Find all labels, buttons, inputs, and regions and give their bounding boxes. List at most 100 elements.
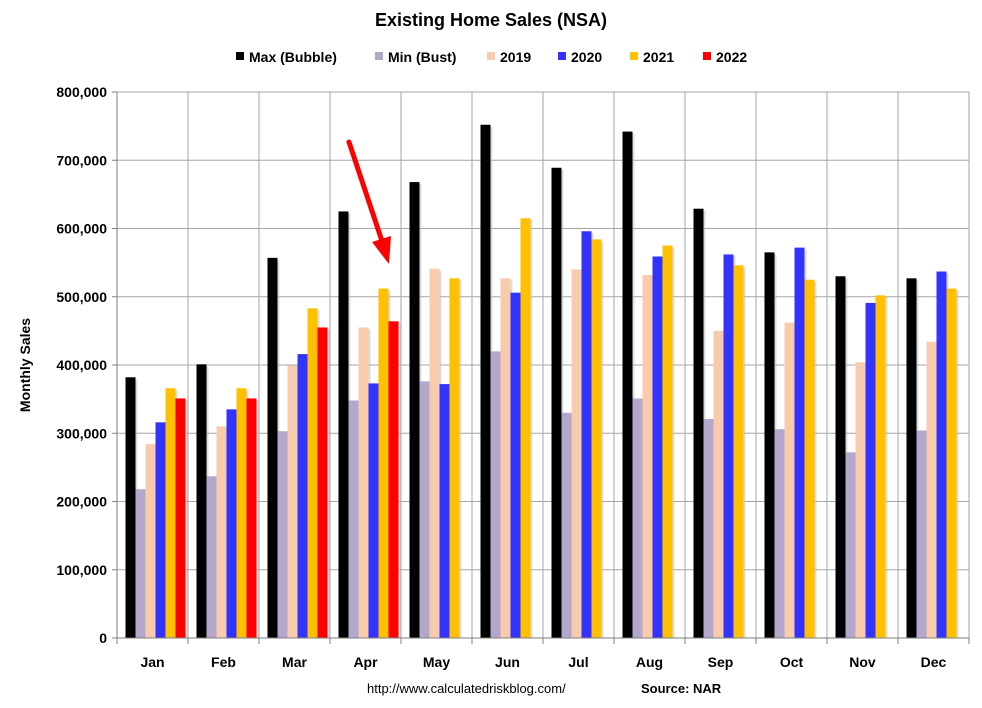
bar-jan-2021 (165, 388, 176, 638)
bar-jun-2021 (520, 218, 531, 638)
bar-feb-max-bubble- (196, 364, 207, 638)
legend-label: 2020 (571, 49, 602, 65)
bar-oct-2020 (794, 247, 805, 639)
y-tick-label: 500,000 (56, 289, 107, 305)
bar-jul-2019 (571, 269, 582, 638)
bar-aug-2019 (642, 274, 653, 638)
bar-feb-2021 (236, 388, 247, 638)
bar-jun-2020 (510, 292, 521, 638)
x-tick-labels: Jan Feb Mar Apr May Jun Jul Aug Sep Oct Nov Dec (140, 654, 946, 670)
bar-may-2021 (449, 278, 460, 638)
bar-jul-max-bubble- (551, 167, 562, 638)
footer-url: http://www.calculatedriskblog.com/ (367, 681, 566, 696)
bar-jan-min-bust- (135, 489, 146, 638)
bar-apr-2020 (368, 383, 379, 638)
bar-oct-max-bubble- (764, 252, 775, 638)
y-tick-label: 400,000 (56, 357, 107, 373)
x-tick-label: May (423, 654, 450, 670)
footer-source: Source: NAR (641, 681, 722, 696)
bar-nov-min-bust- (845, 452, 856, 638)
x-tick-label: Jan (140, 654, 164, 670)
bar-dec-min-bust- (916, 430, 927, 638)
legend-swatch (375, 52, 383, 60)
bar-apr-2019 (358, 327, 369, 638)
bar-jul-min-bust- (561, 412, 572, 638)
bar-may-max-bubble- (409, 182, 420, 638)
y-tick-label: 300,000 (56, 425, 107, 441)
y-tick-label: 0 (99, 630, 107, 646)
bar-jan-2019 (145, 444, 156, 638)
bar-jul-2020 (581, 231, 592, 639)
legend-swatch (630, 52, 638, 60)
bar-may-2020 (439, 384, 450, 638)
bar-feb-2020 (226, 409, 237, 638)
bar-dec-2019 (926, 341, 937, 638)
legend-label: 2022 (716, 49, 747, 65)
y-tick-labels: 0 100,000 200,000 300,000 400,000 500,000 600,… (56, 84, 107, 646)
annotation-arrow (346, 139, 391, 264)
y-tick-label: 800,000 (56, 84, 107, 100)
bar-jun-2019 (500, 278, 511, 638)
y-tick-label: 700,000 (56, 152, 107, 168)
bar-jan-2020 (155, 422, 166, 638)
y-axis-label: Monthly Sales (17, 318, 33, 412)
bar-jan-2022 (175, 398, 186, 638)
bar-dec-2020 (936, 271, 947, 638)
x-tick-label: Apr (353, 654, 378, 670)
bar-sep-2019 (713, 330, 724, 638)
bar-dec-2021 (946, 288, 957, 638)
bar-aug-2020 (652, 256, 663, 638)
bar-nov-2020 (865, 302, 876, 638)
legend-label: 2021 (643, 49, 674, 65)
bar-apr-min-bust- (348, 400, 359, 638)
legend: Max (Bubble) Min (Bust) 2019 2020 2021 2022 (236, 49, 747, 65)
bar-feb-2019 (216, 426, 227, 638)
bar-feb-min-bust- (206, 476, 217, 638)
x-tick-label: Oct (780, 654, 804, 670)
bar-nov-2019 (855, 362, 866, 638)
x-tick-label: Nov (849, 654, 876, 670)
bars (125, 124, 959, 639)
bar-nov-2021 (875, 295, 886, 638)
legend-label: Max (Bubble) (249, 49, 337, 65)
x-tick-label: Jul (568, 654, 588, 670)
bar-jun-min-bust- (490, 351, 501, 638)
x-tick-label: Jun (495, 654, 520, 670)
x-tick-label: Mar (282, 654, 307, 670)
arrow-head (372, 236, 391, 264)
legend-swatch (558, 52, 566, 60)
bar-aug-2021 (662, 245, 673, 638)
bar-sep-max-bubble- (693, 208, 704, 638)
bar-mar-2022 (317, 327, 328, 638)
bar-apr-max-bubble- (338, 211, 349, 638)
x-tick-label: Aug (636, 654, 663, 670)
bar-aug-min-bust- (632, 398, 643, 638)
bar-mar-2019 (287, 365, 298, 638)
legend-swatch (703, 52, 711, 60)
legend-swatch (487, 52, 495, 60)
bar-mar-max-bubble- (267, 257, 278, 638)
legend-label: Min (Bust) (388, 49, 456, 65)
bar-may-2019 (429, 268, 440, 638)
bar-nov-max-bubble- (835, 276, 846, 638)
bar-oct-2021 (804, 279, 815, 638)
axes (112, 91, 970, 644)
bar-jun-max-bubble- (480, 124, 491, 638)
bar-mar-2020 (297, 354, 308, 638)
bar-sep-2021 (733, 265, 744, 638)
bar-may-min-bust- (419, 381, 430, 638)
arrow-shaft (346, 139, 388, 253)
bar-dec-max-bubble- (906, 278, 917, 638)
legend-swatch (236, 52, 244, 60)
bar-aug-max-bubble- (622, 131, 633, 638)
bar-sep-min-bust- (703, 418, 714, 638)
bar-apr-2021 (378, 288, 389, 638)
y-tick-label: 200,000 (56, 494, 107, 510)
y-tick-label: 100,000 (56, 562, 107, 578)
bar-oct-2019 (784, 322, 795, 638)
x-tick-label: Dec (921, 654, 947, 670)
bar-mar-min-bust- (277, 431, 288, 638)
bar-jan-max-bubble- (125, 377, 136, 638)
bar-mar-2021 (307, 308, 318, 638)
